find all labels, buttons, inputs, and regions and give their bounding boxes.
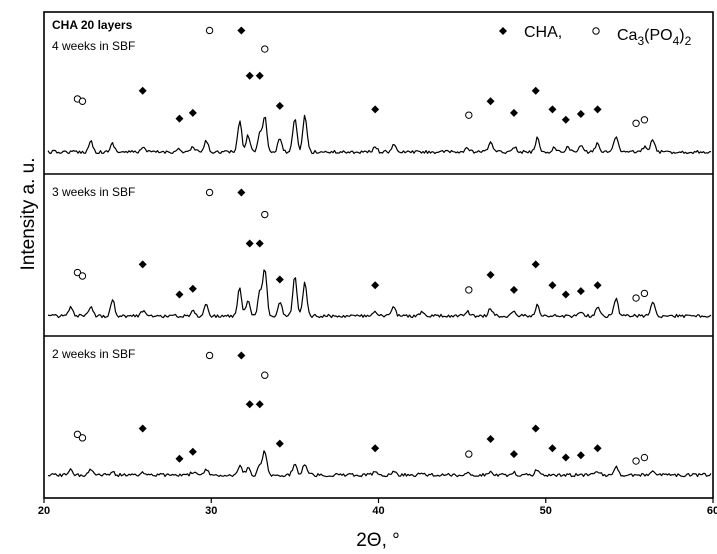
cha-marker — [509, 450, 518, 459]
ca3po42-marker — [73, 268, 82, 277]
cha-marker — [255, 71, 264, 80]
cha-marker — [486, 97, 495, 106]
ca3po42-marker — [73, 430, 82, 439]
panel-label: 3 weeks in SBF — [52, 185, 135, 199]
cha-marker — [561, 115, 570, 124]
x-ticks: 20 30 40 50 60 — [38, 498, 717, 517]
ca3po42-marker — [78, 434, 87, 442]
x-tick-label: 30 — [205, 505, 217, 517]
ca3po42-legend-circle — [592, 27, 600, 35]
x-axis-title: 2Θ, ° — [356, 530, 400, 551]
cha-marker — [237, 26, 246, 35]
cha-marker — [188, 108, 197, 117]
ca3po42-marker — [465, 111, 473, 119]
cha-marker — [593, 444, 602, 453]
cha-marker — [175, 114, 184, 123]
cha-marker — [576, 110, 585, 118]
panel-2: 3 weeks in SBF — [47, 185, 712, 319]
cha-marker — [561, 453, 570, 462]
cha-marker — [531, 86, 540, 95]
panel-1: 4 weeks in SBF — [47, 26, 712, 155]
cha-marker — [531, 424, 540, 433]
cha-marker — [237, 351, 246, 360]
xrd-trace — [47, 269, 712, 319]
ca3po42-marker — [261, 371, 269, 379]
cha-marker — [593, 105, 602, 114]
cha-marker — [561, 290, 570, 299]
ca3po42-marker — [465, 286, 473, 294]
ca3po42-marker — [632, 294, 640, 302]
cha-marker — [138, 424, 147, 433]
x-tick-label: 40 — [372, 505, 384, 517]
cha-marker — [188, 284, 197, 293]
x-tick-label: 60 — [707, 505, 717, 517]
frame-layer — [43, 11, 714, 499]
cha-marker — [371, 281, 380, 290]
plot-frame — [43, 11, 714, 499]
cha-marker — [138, 260, 147, 269]
cha-marker — [245, 239, 254, 248]
cha-marker — [275, 439, 284, 448]
x-tick-label: 20 — [38, 505, 50, 517]
panel-label: 2 weeks in SBF — [52, 347, 135, 361]
panel-label: 4 weeks in SBF — [52, 39, 135, 53]
ca3po42-marker — [640, 116, 649, 124]
cha-marker — [486, 435, 495, 443]
panel-3: 2 weeks in SBF — [47, 347, 712, 478]
cha-marker — [255, 239, 264, 248]
cha-marker — [548, 105, 557, 114]
cha-marker — [548, 444, 557, 453]
cha-marker — [255, 400, 264, 409]
ca3po42-marker — [632, 119, 640, 127]
legend-ca-marker — [592, 27, 600, 35]
cha-marker — [237, 188, 246, 197]
cha-marker — [188, 447, 197, 456]
ca3po42-marker — [205, 26, 214, 35]
xrd-trace — [47, 114, 712, 155]
cha-marker — [486, 270, 495, 279]
cha-marker — [138, 86, 147, 95]
sample-title: CHA 20 layers — [52, 18, 133, 32]
legend-cha-marker — [499, 27, 507, 35]
cha-marker — [531, 260, 540, 269]
ca3po42-marker — [640, 453, 649, 462]
ca3po42-marker — [640, 289, 649, 298]
ca3po42-marker — [261, 45, 269, 53]
ca3po42-marker — [205, 188, 214, 197]
cha-marker — [371, 105, 380, 114]
panels-layer: 4 weeks in SBF 3 weeks in SBF 2 weeks in S… — [47, 26, 712, 478]
cha-marker — [509, 108, 518, 117]
ca3po42-marker — [78, 97, 87, 105]
ca3po42-marker — [632, 457, 640, 465]
ca3po42-marker — [78, 272, 87, 280]
cha-marker — [245, 71, 254, 80]
legend-cha-label: CHA, — [524, 24, 562, 41]
cha-marker — [576, 287, 585, 296]
xrd-trace — [47, 450, 712, 478]
legend-ca-label: Ca3(PO4)2 — [617, 27, 692, 48]
y-axis-title: Intensity a. u. — [18, 157, 39, 270]
cha-marker — [275, 275, 284, 284]
cha-marker — [576, 451, 585, 460]
cha-marker — [548, 281, 557, 290]
cha-marker — [593, 281, 602, 290]
cha-marker — [509, 285, 518, 294]
cha-marker — [175, 454, 184, 463]
cha-marker — [245, 400, 254, 409]
ca3po42-marker — [465, 450, 473, 458]
x-tick-label: 50 — [540, 505, 552, 517]
cha-legend-diamond — [499, 27, 507, 35]
legend: CHA, Ca3(PO4)2 — [499, 24, 692, 48]
ca3po42-marker — [261, 210, 269, 219]
cha-marker — [371, 444, 380, 453]
cha-marker — [275, 101, 284, 110]
cha-marker — [175, 290, 184, 299]
ca3po42-marker — [205, 351, 214, 360]
